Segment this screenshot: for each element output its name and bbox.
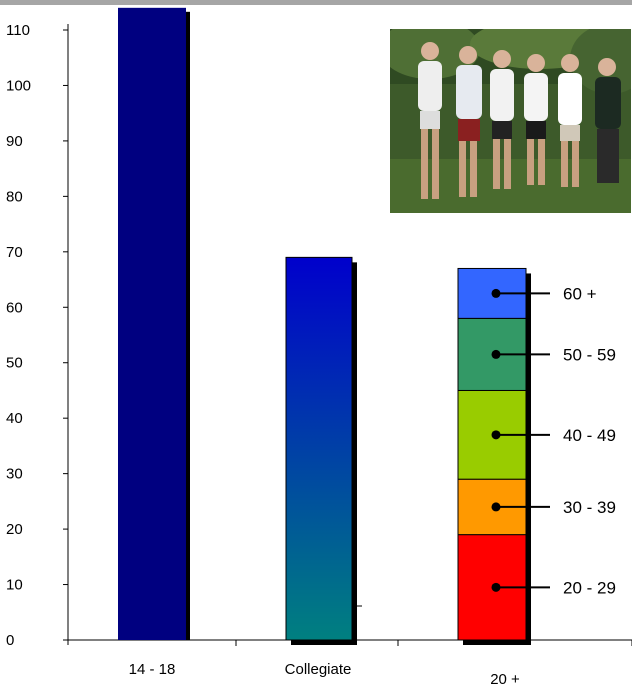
group-photo-icon	[390, 29, 631, 213]
x-tick-label: 20 +	[490, 671, 520, 688]
x-tick-label: 14 - 18	[129, 661, 176, 678]
segment-label: 40 - 49	[563, 426, 616, 445]
y-tick-label: 60	[6, 299, 23, 316]
y-tick-label: 30	[6, 466, 23, 483]
y-tick-label: 0	[6, 632, 14, 649]
bar-14-18	[118, 7, 186, 641]
y-tick-label: 90	[6, 133, 23, 150]
bar-collegiate	[285, 256, 353, 641]
bars-layer	[118, 7, 531, 645]
y-tick-label: 20	[6, 521, 23, 538]
y-tick-label: 40	[6, 410, 23, 427]
y-tick-label: 110	[6, 22, 30, 39]
axis-layer: 0 10 20 30 40 50 60 70 80 90 100 110	[6, 22, 632, 649]
segment-label: 30 - 39	[563, 498, 616, 517]
segment-label: 50 - 59	[563, 345, 616, 364]
labels-layer: 14 - 18 Collegiate 20 + 20 - 29 30 - 39 40 - …	[129, 284, 616, 688]
y-tick-label: 50	[6, 355, 23, 372]
segment-label: 20 - 29	[563, 578, 616, 597]
segment-label: 60 +	[563, 284, 597, 303]
top-border	[0, 0, 632, 5]
y-tick-label: 100	[6, 77, 31, 94]
y-tick-label: 10	[6, 577, 23, 594]
x-tick-label: Collegiate	[285, 661, 352, 678]
y-tick-label: 80	[6, 188, 23, 205]
group-photo	[390, 29, 631, 213]
y-tick-label: 70	[6, 244, 23, 261]
